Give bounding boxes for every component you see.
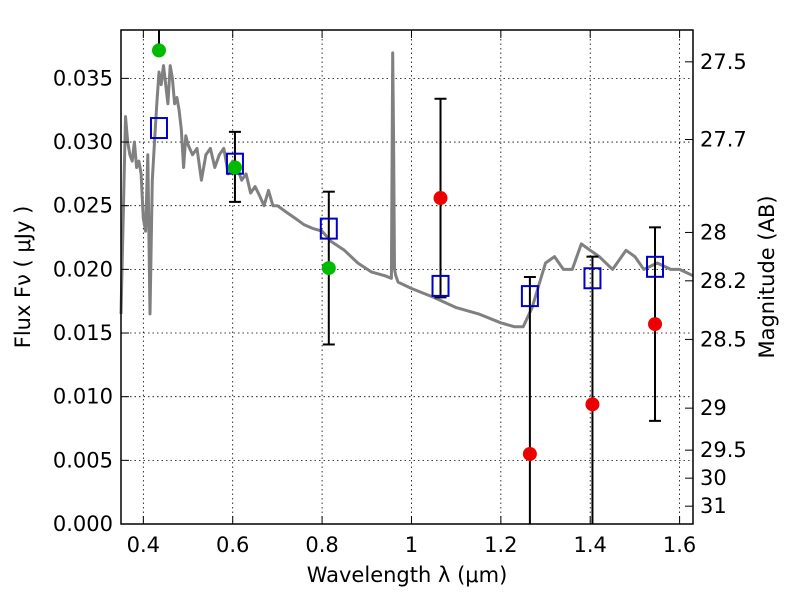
model-photometry-square: [149, 117, 168, 140]
y-tick-label: 0.015: [53, 321, 113, 345]
model-photometry-square: [431, 274, 450, 297]
x-tick-label: 1.2: [484, 533, 517, 557]
x-tick-label: 1.6: [663, 533, 696, 557]
y2-axis-label: Magnitude (AB): [755, 195, 779, 358]
y2-tick-label: 27.5: [700, 50, 747, 74]
y2-tick-label: 28.5: [700, 327, 747, 351]
y-axis-label: Flux Fν ( μJy ): [11, 206, 35, 349]
x-tick-label: 0.4: [127, 533, 160, 557]
x-tick-label: 1.4: [574, 533, 607, 557]
y2-tick-label: 29.5: [700, 438, 747, 462]
y-tick-label: 0.010: [53, 385, 113, 409]
nondetection-point: [585, 397, 600, 412]
model-photometry-square: [319, 217, 338, 240]
nondetection-point: [433, 191, 448, 206]
grid: [121, 30, 693, 525]
model-layer: [119, 51, 694, 329]
data-points: [149, 43, 665, 461]
y2-tick-label: 27.7: [700, 127, 747, 151]
detection-point: [151, 43, 166, 58]
x-tick-label: 0.6: [216, 533, 249, 557]
y2-tick-label: 29: [700, 396, 727, 420]
x-tick-label: 1: [405, 533, 418, 557]
nondetection-point: [648, 317, 663, 332]
model-spectrum-line: [119, 51, 694, 329]
y-tick-label: 0.035: [53, 66, 113, 90]
model-photometry-square: [520, 285, 539, 308]
y2-tick-label: 28.2: [700, 269, 747, 293]
y2-tick-label: 30: [700, 466, 727, 490]
y-tick-label: 0.030: [53, 130, 113, 154]
y-tick-label: 0.025: [53, 194, 113, 218]
y-tick-label: 0.020: [53, 257, 113, 281]
y2-tick-label: 28: [700, 220, 727, 244]
detection-point: [321, 261, 336, 276]
model-photometry-square: [646, 255, 665, 278]
x-tick-label: 0.8: [305, 533, 338, 557]
y-tick-label: 0.000: [53, 512, 113, 536]
ticks: 0.4 0.6 0.8 1 1.2 1.4 1.6 0.000 0.005 0.010 0.015 0…: [53, 30, 747, 557]
y2-tick-label: 31: [700, 494, 727, 518]
y-tick-label: 0.005: [53, 448, 113, 472]
x-axis-label: Wavelength λ (μm): [307, 563, 508, 587]
plot-frame: [120, 29, 694, 525]
detection-point: [227, 160, 242, 175]
nondetection-point: [522, 446, 537, 461]
model-photometry-square: [583, 267, 602, 290]
